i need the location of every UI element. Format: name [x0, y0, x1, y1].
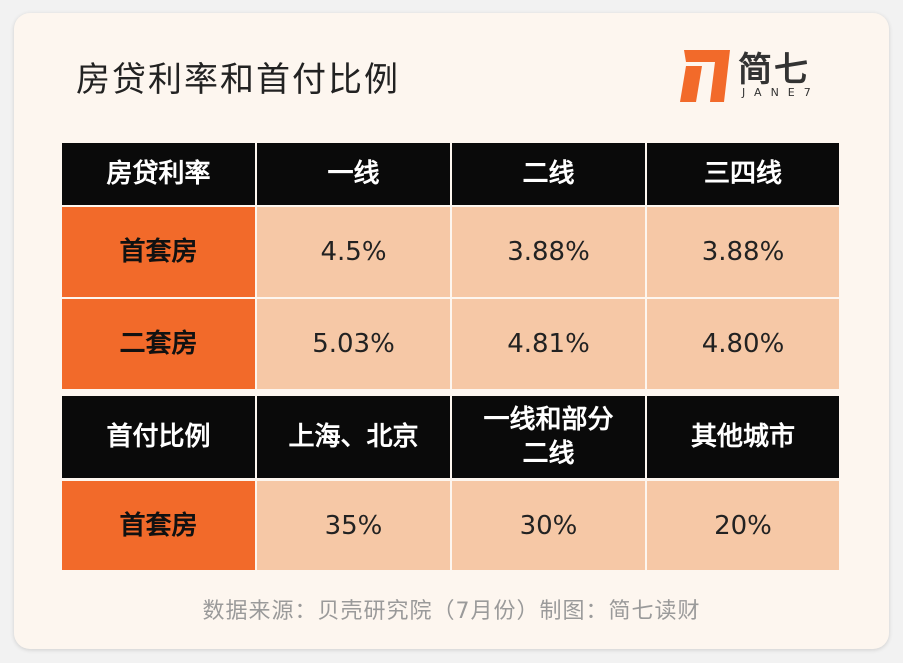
header-cell: 其他城市 — [647, 396, 839, 478]
table-cell: 3.88% — [647, 207, 839, 297]
down-header-row: 首付比例 上海、北京 一线和部分二线 其他城市 — [62, 396, 839, 478]
table-row: 首套房 4.5% 3.88% 3.88% — [62, 207, 839, 297]
header-cell: 一线和部分二线 — [452, 396, 647, 478]
table-row: 二套房 5.03% 4.81% 4.80% — [62, 299, 839, 389]
table-cell: 4.5% — [257, 207, 452, 297]
page-title: 房贷利率和首付比例 — [76, 60, 400, 100]
logo-mark-icon — [680, 50, 730, 102]
rate-header-row: 房贷利率 一线 二线 三四线 — [62, 143, 839, 205]
header-cell: 首付比例 — [62, 396, 257, 478]
logo-subtitle: JANE7 — [742, 86, 820, 99]
table-cell: 35% — [257, 481, 452, 570]
header-cell: 上海、北京 — [257, 396, 452, 478]
header-cell: 一线 — [257, 143, 452, 205]
row-label: 首套房 — [62, 207, 257, 297]
brand-logo: 简七 JANE7 — [680, 42, 830, 106]
source-note: 数据来源：贝壳研究院（7月份）制图：简七读财 — [202, 599, 701, 624]
table-cell: 5.03% — [257, 299, 452, 389]
table-cell: 3.88% — [452, 207, 647, 297]
table-row: 首套房 35% 30% 20% — [62, 481, 839, 570]
logo-name: 简七 — [738, 50, 810, 90]
header-cell: 房贷利率 — [62, 143, 257, 205]
header-cell: 三四线 — [647, 143, 839, 205]
table-cell: 4.81% — [452, 299, 647, 389]
table-cell: 30% — [452, 481, 647, 570]
row-label: 二套房 — [62, 299, 257, 389]
table-cell: 20% — [647, 481, 839, 570]
header-cell: 二线 — [452, 143, 647, 205]
row-label: 首套房 — [62, 481, 257, 570]
table-cell: 4.80% — [647, 299, 839, 389]
